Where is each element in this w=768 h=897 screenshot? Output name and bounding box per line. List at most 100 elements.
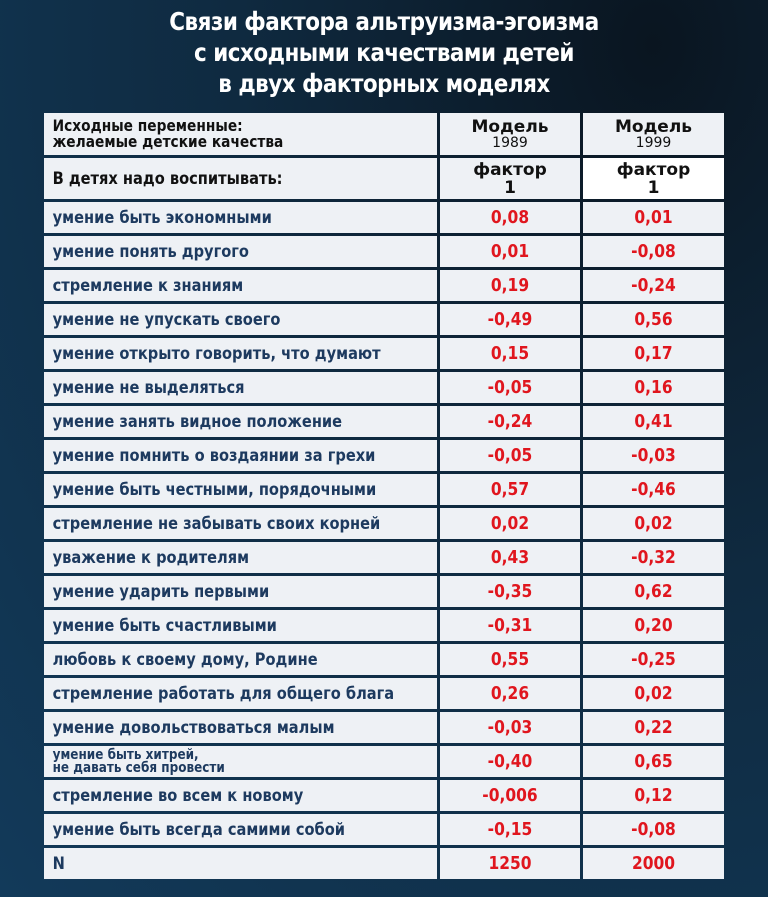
value-1999-cell: -0,08 — [583, 814, 724, 845]
value-1989-cell: 0,02 — [440, 508, 580, 539]
value-1989-cell: 0,01 — [440, 236, 580, 267]
n-label-cell: N — [44, 848, 437, 879]
row-label: умение быть экономными — [52, 207, 272, 228]
value-1989: -0,31 — [487, 615, 533, 636]
row-label-cell: стремление не забывать своих корней — [44, 508, 437, 539]
value-1999: 0,62 — [634, 581, 673, 602]
value-1999-cell: 0,01 — [583, 202, 724, 233]
value-1989-cell: 0,26 — [440, 678, 580, 709]
row-label-cell: умение ударить первыми — [44, 576, 437, 607]
value-1989-cell: -0,40 — [440, 746, 580, 777]
value-1999: -0,03 — [631, 445, 676, 466]
n-1989-cell: 1250 — [440, 848, 580, 879]
value-1999-cell: 0,02 — [583, 508, 724, 539]
value-1999-cell: 0,62 — [583, 576, 724, 607]
value-1999-cell: 0,16 — [583, 372, 724, 403]
header-model-1989: Модель 1989 — [440, 118, 580, 150]
row-label-cell: умение не упускать своего — [44, 304, 437, 335]
n-1999-cell: 2000 — [583, 848, 724, 879]
factor-1989-label: фактор — [473, 159, 547, 180]
value-1989: -0,03 — [487, 717, 533, 738]
factor-1999: фактор 1 — [583, 161, 724, 197]
value-1999: 0,16 — [634, 377, 673, 398]
factor-1999-label: фактор — [616, 159, 691, 180]
factor-1989-cell: фактор 1 — [440, 158, 580, 199]
title-line-2: с исходными качествами детей — [194, 38, 574, 67]
row-label: стремление к знаниям — [52, 275, 244, 296]
subheader-label: В детях надо воспитывать: — [52, 168, 283, 189]
value-1999: -0,46 — [631, 479, 676, 500]
row-label: умение быть всегда самими собой — [52, 819, 346, 840]
row-label: умение не упускать своего — [52, 309, 281, 330]
value-1999-cell: 0,65 — [583, 746, 724, 777]
value-1989: 0,08 — [490, 207, 530, 228]
value-1999-cell: 0,41 — [583, 406, 724, 437]
value-1989-cell: 0,55 — [440, 644, 580, 675]
row-label-cell: умение открыто говорить, что думают — [44, 338, 437, 369]
row-label-cell: стремление во всем к новому — [44, 780, 437, 811]
value-1989-cell: 0,19 — [440, 270, 580, 301]
row-label: умение открыто говорить, что думают — [52, 343, 381, 364]
value-1999: 0,01 — [634, 207, 673, 228]
value-1989-cell: 0,08 — [440, 202, 580, 233]
row-label-cell: умение быть честными, порядочными — [44, 474, 437, 505]
model-1999-label: Модель — [614, 117, 693, 137]
value-1989: -0,49 — [487, 309, 533, 330]
page-title: Связи фактора альтруизма-эгоизма с исход… — [54, 6, 714, 99]
value-1989: -0,15 — [487, 819, 533, 840]
value-1989: -0,40 — [487, 751, 533, 772]
row-label-cell: умение быть хитрей, не давать себя прове… — [44, 746, 437, 777]
value-1989: 0,02 — [490, 513, 530, 534]
header-model-1989-cell: Модель 1989 — [440, 113, 580, 155]
value-1999-cell: -0,08 — [583, 236, 724, 267]
row-label-cell: умение быть всегда самими собой — [44, 814, 437, 845]
row-label-cell: умение понять другого — [44, 236, 437, 267]
row-label-cell: умение довольствоваться малым — [44, 712, 437, 743]
model-1999-year: 1999 — [635, 135, 672, 151]
row-label: стремление во всем к новому — [52, 785, 304, 806]
row-label-cell: умение не выделяться — [44, 372, 437, 403]
header-model-1999: Модель 1999 — [583, 118, 724, 150]
row-label-cell: любовь к своему дому, Родине — [44, 644, 437, 675]
value-1989-cell: -0,31 — [440, 610, 580, 641]
value-1989: 0,15 — [490, 343, 530, 364]
value-1989: 0,26 — [490, 683, 530, 704]
row-label: умение занять видное положение — [52, 411, 343, 432]
value-1989: -0,35 — [487, 581, 533, 602]
value-1999-cell: -0,24 — [583, 270, 724, 301]
value-1999-cell: 0,22 — [583, 712, 724, 743]
value-1999: 0,56 — [634, 309, 673, 330]
value-1989-cell: -0,03 — [440, 712, 580, 743]
title-line-1: Связи фактора альтруизма-эгоизма — [169, 7, 599, 36]
row-label-line-2: не давать себя провести — [52, 759, 225, 776]
row-label: умение ударить первыми — [52, 581, 270, 602]
value-1989: -0,24 — [487, 411, 533, 432]
value-1989-cell: -0,24 — [440, 406, 580, 437]
value-1999: 0,22 — [634, 717, 673, 738]
factor-1999-number: 1 — [647, 177, 660, 198]
n-1989: 1250 — [488, 853, 532, 874]
value-1989: -0,05 — [487, 445, 533, 466]
row-label-cell: умение быть счастливыми — [44, 610, 437, 641]
value-1989-cell: 0,15 — [440, 338, 580, 369]
value-1999: 0,02 — [634, 513, 673, 534]
header-variables-line-2: желаемые детские качества — [52, 132, 284, 151]
value-1999: 0,65 — [634, 751, 673, 772]
value-1989-cell: -0,49 — [440, 304, 580, 335]
row-label-cell: умение помнить о воздаянии за грехи — [44, 440, 437, 471]
factor-1989: фактор 1 — [440, 161, 580, 197]
value-1999-cell: 0,56 — [583, 304, 724, 335]
value-1989: 0,43 — [490, 547, 530, 568]
value-1999: 0,12 — [634, 785, 673, 806]
value-1999-cell: 0,02 — [583, 678, 724, 709]
row-label: умение не выделяться — [52, 377, 245, 398]
header-model-1999-cell: Модель 1999 — [583, 113, 724, 155]
row-label-cell: умение быть экономными — [44, 202, 437, 233]
factor-1989-number: 1 — [504, 177, 516, 198]
value-1999-cell: 0,17 — [583, 338, 724, 369]
row-label-cell: стремление к знаниям — [44, 270, 437, 301]
row-label: стремление не забывать своих корней — [52, 513, 381, 534]
n-1999: 2000 — [631, 853, 676, 874]
row-label-cell: уважение к родителям — [44, 542, 437, 573]
value-1999: -0,08 — [631, 241, 676, 262]
